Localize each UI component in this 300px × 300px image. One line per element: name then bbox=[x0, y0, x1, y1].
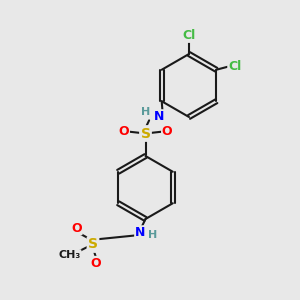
Text: H: H bbox=[141, 107, 150, 117]
Text: CH₃: CH₃ bbox=[58, 250, 81, 260]
Text: O: O bbox=[162, 124, 172, 138]
Text: O: O bbox=[118, 124, 129, 138]
Text: O: O bbox=[71, 221, 82, 235]
Text: Cl: Cl bbox=[228, 60, 242, 73]
Text: Cl: Cl bbox=[182, 29, 196, 42]
Text: S: S bbox=[140, 127, 151, 140]
Text: S: S bbox=[88, 238, 98, 251]
Text: N: N bbox=[154, 110, 164, 123]
Text: H: H bbox=[148, 230, 157, 240]
Text: N: N bbox=[135, 226, 145, 239]
Text: O: O bbox=[91, 256, 101, 270]
